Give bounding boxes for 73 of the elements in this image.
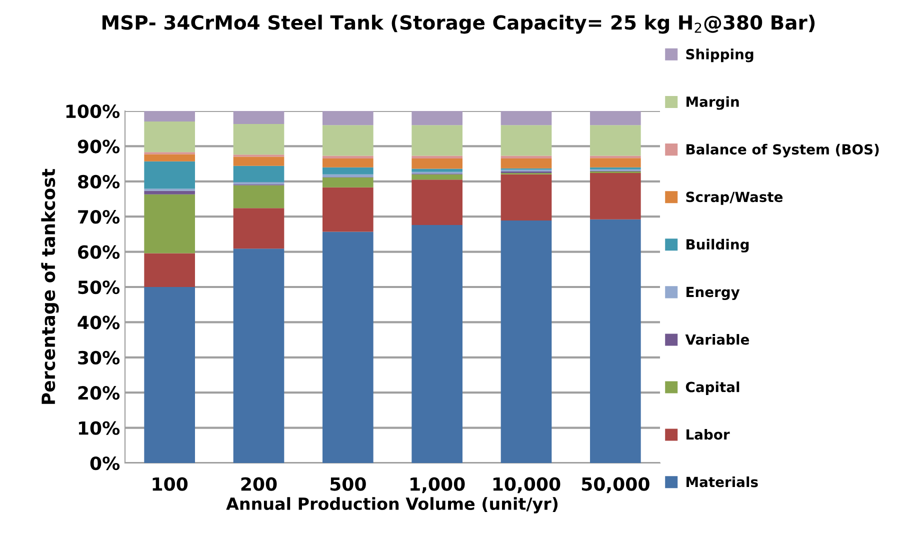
bar — [590, 156, 641, 158]
bar — [233, 208, 284, 249]
bar — [500, 158, 552, 168]
legend-label: Labor — [686, 428, 730, 440]
bar — [590, 158, 641, 168]
legend-label: Capital — [686, 382, 740, 395]
y-tick-label: 50% — [78, 280, 120, 294]
bar — [322, 111, 374, 126]
bar — [144, 253, 195, 287]
bar — [233, 248, 284, 463]
y-tick-label: 90% — [78, 140, 120, 154]
bar — [590, 125, 641, 156]
bar — [412, 168, 462, 172]
x-tick-label: 1,000 — [410, 477, 465, 494]
bar — [500, 111, 552, 126]
bar — [500, 174, 552, 220]
bar — [412, 180, 462, 226]
legend-label: Balance of System (BOS) — [686, 144, 879, 158]
bar — [412, 111, 462, 126]
bar — [412, 174, 462, 180]
bar — [322, 167, 374, 174]
bar — [500, 156, 552, 159]
legend-label: Variable — [685, 334, 750, 345]
y-tick-label: 70% — [78, 210, 120, 224]
legend-label: Scrap/Waste — [686, 192, 783, 205]
bar — [144, 287, 195, 463]
bar — [412, 158, 462, 169]
y-tick-label: 10% — [78, 421, 120, 435]
bar — [500, 125, 552, 156]
bar — [412, 125, 462, 156]
bar — [590, 219, 641, 463]
chart-title: MSP- 34CrMo4 Steel Tank (Storage Capacity= 25 kg H$_{2}$@380 Bar) — [102, 14, 815, 34]
legend-label: Shipping — [686, 48, 754, 62]
bar — [144, 111, 195, 122]
bar — [590, 111, 641, 126]
legend-label: Building — [686, 238, 749, 252]
bar — [233, 156, 284, 166]
legend-label: Energy — [686, 286, 740, 300]
y-tick-label: 30% — [78, 350, 120, 365]
x-tick-label: 200 — [241, 477, 277, 491]
y-tick-label: 80% — [78, 174, 120, 189]
bar — [233, 111, 284, 124]
bar — [233, 185, 284, 208]
bar — [233, 124, 284, 155]
bar — [500, 220, 552, 463]
bar — [144, 161, 195, 189]
bar — [322, 178, 374, 188]
bar — [322, 125, 374, 156]
legend-label: Materials — [686, 476, 758, 488]
bar — [322, 187, 374, 232]
y-tick-label: 40% — [78, 316, 120, 330]
y-tick-label: 0% — [90, 456, 120, 470]
x-tick-label: 10,000 — [493, 477, 560, 494]
y-axis-title: Percentage of tankcost — [41, 168, 59, 404]
bar — [412, 225, 462, 463]
y-tick-label: 100% — [66, 104, 120, 118]
bar — [233, 166, 284, 182]
y-tick-label: 20% — [78, 386, 120, 400]
bar — [322, 232, 374, 463]
bar — [144, 190, 195, 194]
x-tick-label: 100 — [152, 477, 188, 491]
legend-label: Margin — [686, 96, 739, 110]
bar — [590, 172, 641, 220]
bar — [144, 194, 195, 254]
bar — [144, 122, 195, 152]
x-tick-label: 50,000 — [582, 477, 650, 494]
x-axis-title: Annual Production Volume (unit/yr) — [226, 497, 558, 514]
bar — [322, 156, 374, 159]
bar — [322, 158, 374, 168]
bar — [144, 154, 195, 162]
y-tick-label: 60% — [78, 245, 120, 259]
bar — [412, 156, 462, 159]
x-tick-label: 500 — [330, 477, 366, 491]
